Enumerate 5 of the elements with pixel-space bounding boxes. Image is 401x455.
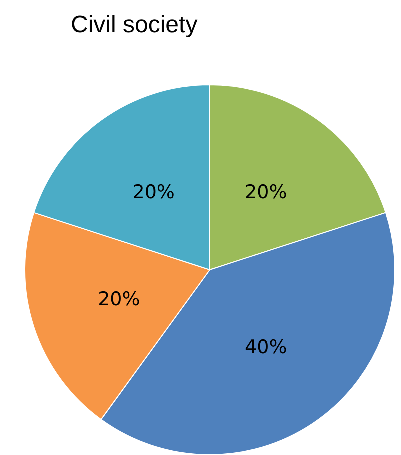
data-label: 20% — [132, 182, 175, 204]
data-label: 20% — [245, 182, 288, 204]
data-label: 40% — [245, 336, 288, 358]
chart-title: Civil society — [71, 12, 198, 38]
data-label: 20% — [98, 288, 140, 311]
